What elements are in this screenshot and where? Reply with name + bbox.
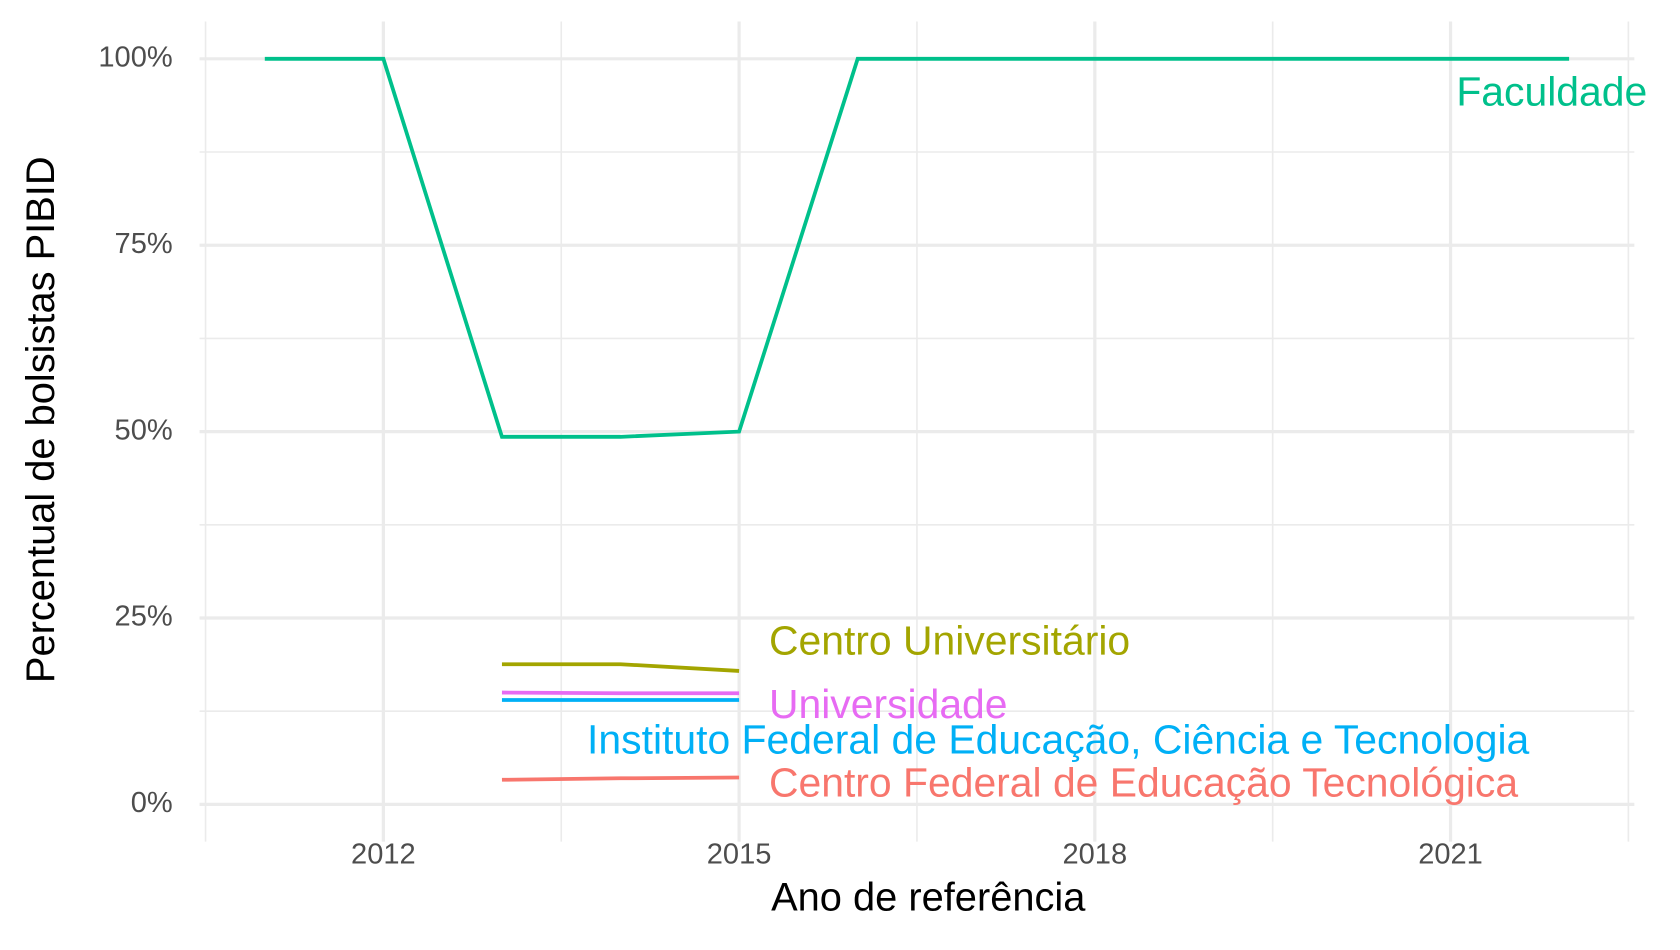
x-tick-label: 2021 (1418, 838, 1483, 870)
series-line (501, 662, 740, 673)
y-tick-label: 0% (131, 787, 173, 819)
x-tick-label: 2018 (1063, 838, 1128, 870)
y-tick-label: 100% (98, 41, 172, 73)
series-line (264, 56, 1570, 439)
series-label: Centro Universitário (769, 617, 1130, 663)
x-tick-label: 2012 (351, 838, 416, 870)
y-axis-title: Percentual de bolsistas PIBID (19, 156, 63, 683)
series-label: Faculdade (1456, 69, 1647, 115)
x-axis-title: Ano de referência (771, 875, 1086, 919)
series-label: Instituto Federal de Educação, Ciência e… (587, 716, 1530, 762)
y-tick-label: 25% (115, 601, 173, 633)
series-line (501, 690, 740, 696)
x-tick-label: 2015 (707, 838, 772, 870)
y-tick-label: 50% (115, 414, 173, 446)
y-tick-label: 75% (115, 228, 173, 260)
series-line (501, 775, 740, 782)
series-label: Universidade (769, 681, 1008, 727)
series-label: Centro Federal de Educação Tecnológica (769, 760, 1518, 806)
